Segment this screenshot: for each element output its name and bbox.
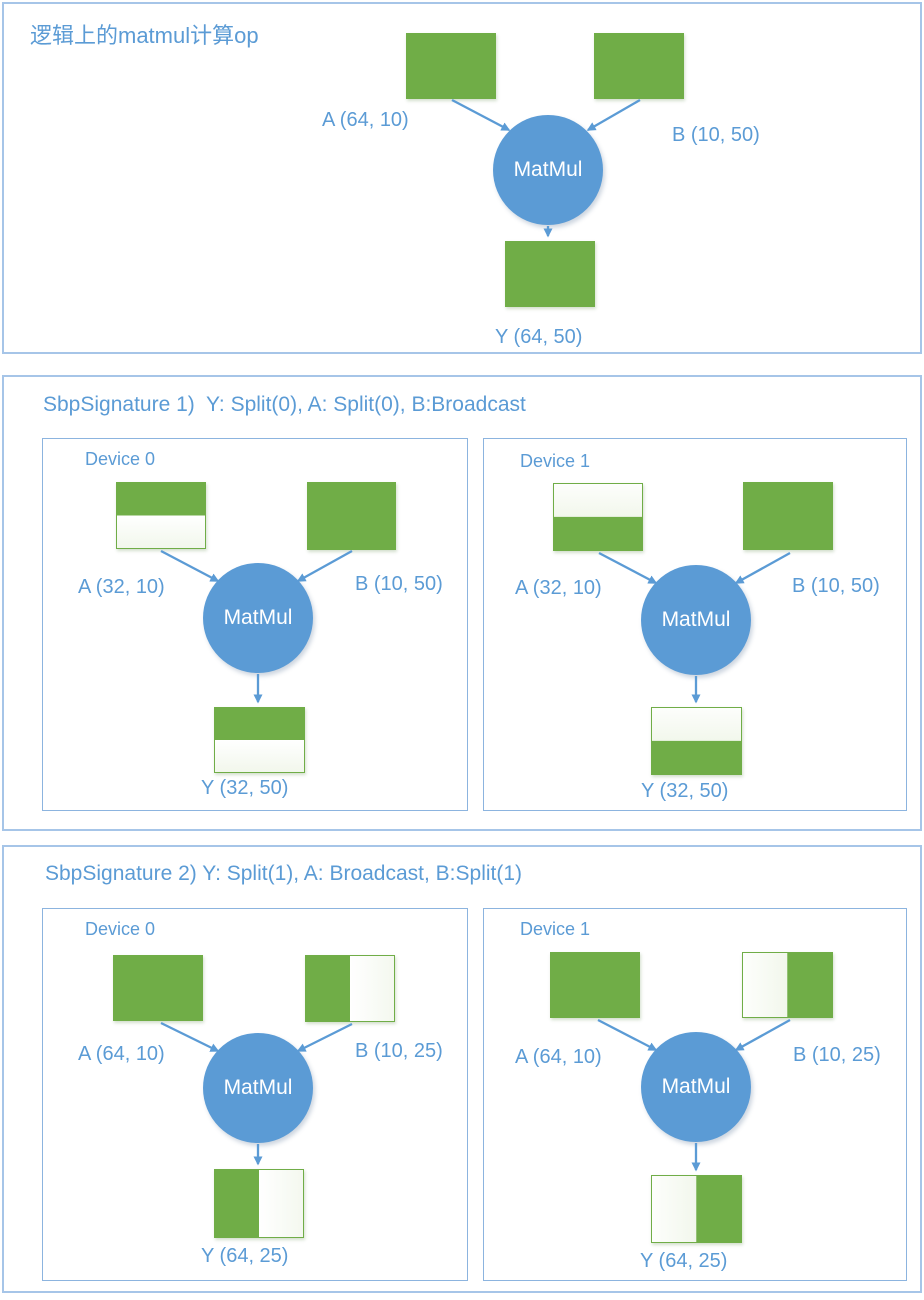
sbp1-d0-matrix-b — [307, 482, 396, 550]
label-a: A (64, 10) — [322, 109, 409, 131]
panel-logical-title: 逻辑上的matmul计算op — [30, 23, 259, 48]
sbp2-device1-label: Device 1 — [520, 919, 591, 939]
sbp1-d0-matrix-y — [214, 707, 305, 773]
sbp2-d1-matrix-b — [742, 952, 833, 1018]
sbp2-d1-label-b: B (10, 25) — [793, 1044, 881, 1066]
sbp1-device1-label: Device 1 — [520, 451, 591, 471]
sbp2-d0-label-a: A (64, 10) — [78, 1043, 165, 1065]
sbp1-d0-matrix-a — [116, 482, 206, 549]
sbp2-d0-matmul-op-node: MatMul — [203, 1033, 313, 1143]
matmul-op-node: MatMul — [493, 115, 603, 225]
sbp1-d0-matmul-op-node: MatMul — [203, 563, 313, 673]
panel-sbp1-title: SbpSignature 1) Y: Split(0), A: Split(0)… — [43, 393, 526, 416]
sbp2-device0-label: Device 0 — [85, 919, 156, 939]
sbp1-d0-label-b: B (10, 50) — [355, 573, 443, 595]
sbp1-d1-label-b: B (10, 50) — [792, 575, 880, 597]
sbp1-d1-matmul-op-node: MatMul — [641, 565, 751, 675]
sbp1-d1-matrix-y — [651, 707, 742, 775]
sbp2-d0-label-y: Y (64, 25) — [201, 1245, 289, 1267]
panel-sbp2-title: SbpSignature 2) Y: Split(1), A: Broadcas… — [45, 862, 523, 885]
matrix-b — [594, 33, 684, 99]
label-b: B (10, 50) — [672, 124, 760, 146]
sbp2-d1-matmul-op-node: MatMul — [641, 1032, 751, 1142]
sbp2-d1-label-a: A (64, 10) — [515, 1046, 602, 1068]
sbp1-d1-matrix-a — [553, 483, 643, 551]
sbp2-d1-label-y: Y (64, 25) — [640, 1250, 728, 1272]
matrix-y — [505, 241, 595, 307]
sbp1-d0-label-a: A (32, 10) — [78, 576, 165, 598]
sbp2-d0-label-b: B (10, 25) — [355, 1040, 443, 1062]
label-y: Y (64, 50) — [495, 326, 583, 348]
sbp2-d0-matrix-a — [113, 955, 203, 1021]
sbp2-d1-matrix-a — [550, 952, 640, 1018]
sbp2-d0-matrix-y — [214, 1169, 304, 1238]
sbp1-d0-label-y: Y (32, 50) — [201, 777, 289, 799]
sbp2-d0-matrix-b — [305, 955, 395, 1022]
sbp1-d1-matrix-b — [743, 482, 833, 550]
sbp1-d1-label-y: Y (32, 50) — [641, 780, 729, 802]
sbp1-device0-label: Device 0 — [85, 449, 156, 469]
sbp1-d1-label-a: A (32, 10) — [515, 577, 602, 599]
sbp2-d1-matrix-y — [651, 1175, 742, 1243]
matrix-a — [406, 33, 496, 99]
